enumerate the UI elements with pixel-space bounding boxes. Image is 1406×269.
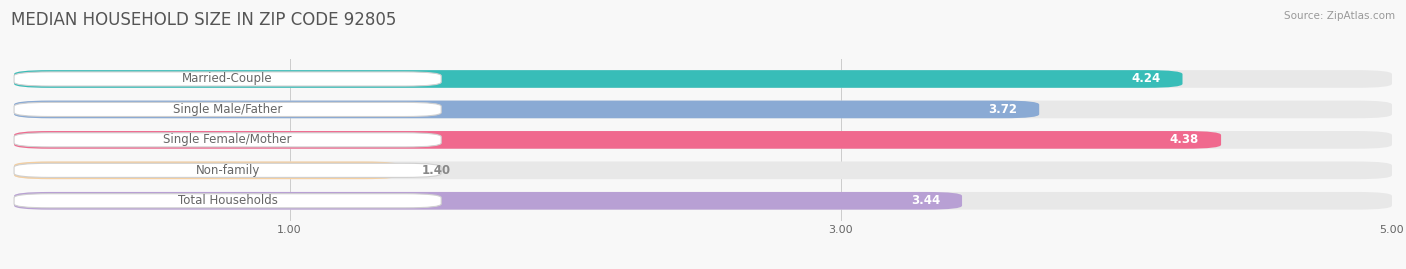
- FancyBboxPatch shape: [14, 131, 1220, 149]
- FancyBboxPatch shape: [14, 133, 441, 147]
- Text: 4.38: 4.38: [1170, 133, 1199, 146]
- FancyBboxPatch shape: [14, 72, 441, 86]
- Text: Total Households: Total Households: [177, 194, 277, 207]
- FancyBboxPatch shape: [14, 101, 1392, 118]
- Text: 3.72: 3.72: [988, 103, 1017, 116]
- Text: 1.40: 1.40: [422, 164, 451, 177]
- FancyBboxPatch shape: [14, 192, 1392, 210]
- FancyBboxPatch shape: [14, 70, 1182, 88]
- Text: 3.44: 3.44: [911, 194, 941, 207]
- FancyBboxPatch shape: [14, 194, 441, 208]
- FancyBboxPatch shape: [14, 192, 962, 210]
- FancyBboxPatch shape: [14, 161, 1392, 179]
- Text: Non-family: Non-family: [195, 164, 260, 177]
- FancyBboxPatch shape: [14, 102, 441, 116]
- Text: MEDIAN HOUSEHOLD SIZE IN ZIP CODE 92805: MEDIAN HOUSEHOLD SIZE IN ZIP CODE 92805: [11, 11, 396, 29]
- FancyBboxPatch shape: [14, 161, 399, 179]
- FancyBboxPatch shape: [14, 70, 1392, 88]
- Text: Single Male/Father: Single Male/Father: [173, 103, 283, 116]
- FancyBboxPatch shape: [14, 101, 1039, 118]
- Text: Source: ZipAtlas.com: Source: ZipAtlas.com: [1284, 11, 1395, 21]
- FancyBboxPatch shape: [14, 163, 441, 177]
- Text: Single Female/Mother: Single Female/Mother: [163, 133, 292, 146]
- Text: 4.24: 4.24: [1132, 72, 1160, 86]
- Text: Married-Couple: Married-Couple: [183, 72, 273, 86]
- FancyBboxPatch shape: [14, 131, 1392, 149]
